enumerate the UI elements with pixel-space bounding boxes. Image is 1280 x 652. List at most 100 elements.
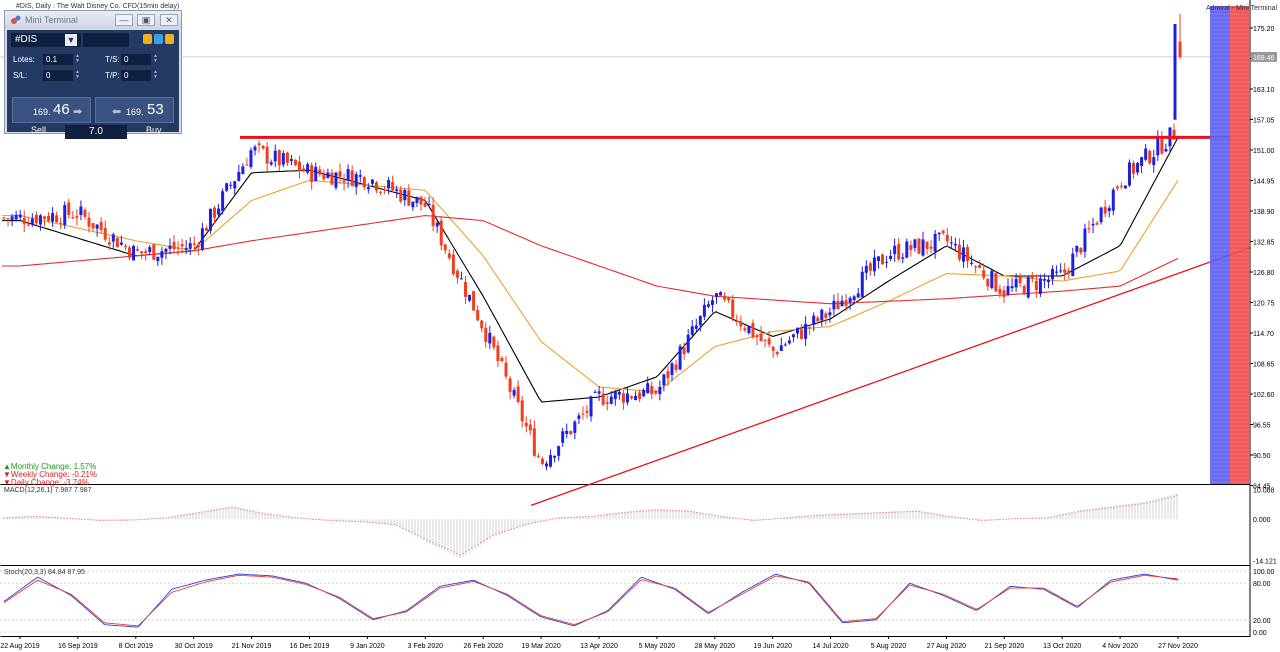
minimize-button[interactable]: — <box>115 14 133 26</box>
macd-signal-dot <box>1077 511 1079 513</box>
macd-signal-dot <box>954 516 956 518</box>
macd-signal-dot <box>909 510 911 513</box>
macd-signal-dot <box>825 514 827 516</box>
sl-input[interactable]: 0 <box>43 70 73 81</box>
candle-body <box>1014 279 1018 288</box>
macd-signal-dot <box>969 518 971 520</box>
candle-body <box>520 400 524 422</box>
grid-icon[interactable] <box>165 34 174 44</box>
macd-signal-dot <box>876 512 878 514</box>
macd-signal-dot <box>339 520 341 522</box>
candle-body <box>933 233 937 252</box>
ts-stepper[interactable]: ▲ ▼ <box>153 53 158 64</box>
macd-signal-dot <box>927 512 929 514</box>
macd-signal-dot <box>804 515 806 517</box>
tp-input[interactable]: 0 <box>121 70 151 81</box>
candle-body <box>1144 148 1148 160</box>
macd-signal-dot <box>696 511 698 514</box>
macd-signal-dot <box>21 516 23 518</box>
candle-body <box>302 168 306 172</box>
candle-body <box>221 191 225 212</box>
candle-body <box>10 216 14 220</box>
candle-body <box>91 223 95 229</box>
copy-icon[interactable] <box>143 34 152 44</box>
mini-terminal-titlebar[interactable]: Mini Terminal — ▣ ✕ <box>5 11 181 29</box>
candle-body <box>621 393 625 403</box>
candle-body <box>771 346 775 351</box>
macd-signal-dot <box>1104 507 1106 509</box>
tp-stepper[interactable]: ▲ ▼ <box>153 69 158 80</box>
ts-input[interactable]: 0 <box>121 54 151 65</box>
date-tick-label: 5 May 2020 <box>639 643 676 650</box>
macd-signal-dot <box>504 530 506 532</box>
candle-body <box>953 243 957 246</box>
candle-body <box>1148 150 1152 164</box>
macd-signal-dot <box>405 529 407 531</box>
macd-signal-dot <box>240 508 242 510</box>
candle-body <box>326 172 330 178</box>
macd-signal-dot <box>594 515 596 517</box>
candle-body <box>346 169 350 181</box>
close-button[interactable]: ✕ <box>160 14 178 26</box>
macd-signal-dot <box>1035 517 1037 519</box>
price-tick-label: 157.05 <box>1253 118 1275 125</box>
symbol-select[interactable]: #DIS <box>11 33 81 47</box>
macd-signal-dot <box>351 520 353 522</box>
macd-signal-dot <box>591 515 593 518</box>
macd-signal-dot <box>336 520 338 522</box>
macd-signal-dot <box>996 519 998 521</box>
chevron-down-icon[interactable]: ▼ <box>65 34 77 46</box>
macd-signal-dot <box>1083 510 1085 512</box>
macd-signal-dot <box>114 519 116 521</box>
buy-price-button[interactable]: ⬅ 169. 53 <box>95 97 174 123</box>
macd-signal-dot <box>975 519 977 521</box>
candle-body <box>795 327 799 334</box>
sl-stepper[interactable]: ▲ ▼ <box>75 69 80 80</box>
candle-body <box>698 316 702 326</box>
candle-body <box>1164 148 1168 152</box>
candle-body <box>196 245 200 248</box>
mini-terminal-title: Mini Terminal <box>25 15 78 25</box>
candle-body <box>95 224 99 229</box>
lots-input[interactable]: 0.1 <box>43 54 73 65</box>
macd-signal-dot <box>639 510 641 512</box>
macd-signal-dot <box>435 543 437 545</box>
macd-signal-dot <box>768 518 770 520</box>
macd-signal-dot <box>90 519 92 521</box>
macd-signal-dot <box>723 516 725 518</box>
macd-signal-dot <box>99 519 101 521</box>
macd-signal-dot <box>789 516 791 519</box>
stoch-tick-label: 0.00 <box>1253 630 1267 637</box>
macd-signal-dot <box>171 516 173 518</box>
macd-signal-dot <box>831 514 833 516</box>
maximize-button[interactable]: ▣ <box>137 14 155 26</box>
candle-body <box>160 251 164 258</box>
sell-price-button[interactable]: 169. 46 ➡ <box>12 97 91 123</box>
macd-signal-dot <box>312 518 314 520</box>
macd-signal-dot <box>168 516 170 519</box>
buy-button[interactable]: Buy <box>146 125 162 135</box>
macd-signal-dot <box>861 512 863 515</box>
macd-signal-dot <box>54 516 56 519</box>
candle-body <box>358 175 362 177</box>
candle-body <box>459 278 463 280</box>
macd-signal-dot <box>597 515 599 517</box>
macd-signal-dot <box>441 545 443 548</box>
sell-button[interactable]: Sell <box>31 125 47 135</box>
future-zone-blue <box>1210 6 1230 484</box>
candle-body <box>630 396 634 399</box>
candle-body <box>306 164 310 173</box>
candle-body <box>342 180 346 183</box>
lots-stepper[interactable]: ▲ ▼ <box>75 53 80 64</box>
mini-terminal-panel[interactable]: Mini Terminal — ▣ ✕ #DIS ▼ Lotes: 0.1 ▲ ▼… <box>4 10 182 139</box>
macd-signal-dot <box>615 512 617 515</box>
drawn-lines[interactable] <box>240 135 1251 507</box>
macd-signal-dot <box>945 515 947 517</box>
macd-signal-dot <box>495 533 497 535</box>
macd-signal-dot <box>12 516 14 519</box>
settings-icon[interactable] <box>154 34 163 44</box>
candle-body <box>225 183 229 191</box>
macd-signal-dot <box>132 519 134 521</box>
candle-body <box>464 282 468 297</box>
